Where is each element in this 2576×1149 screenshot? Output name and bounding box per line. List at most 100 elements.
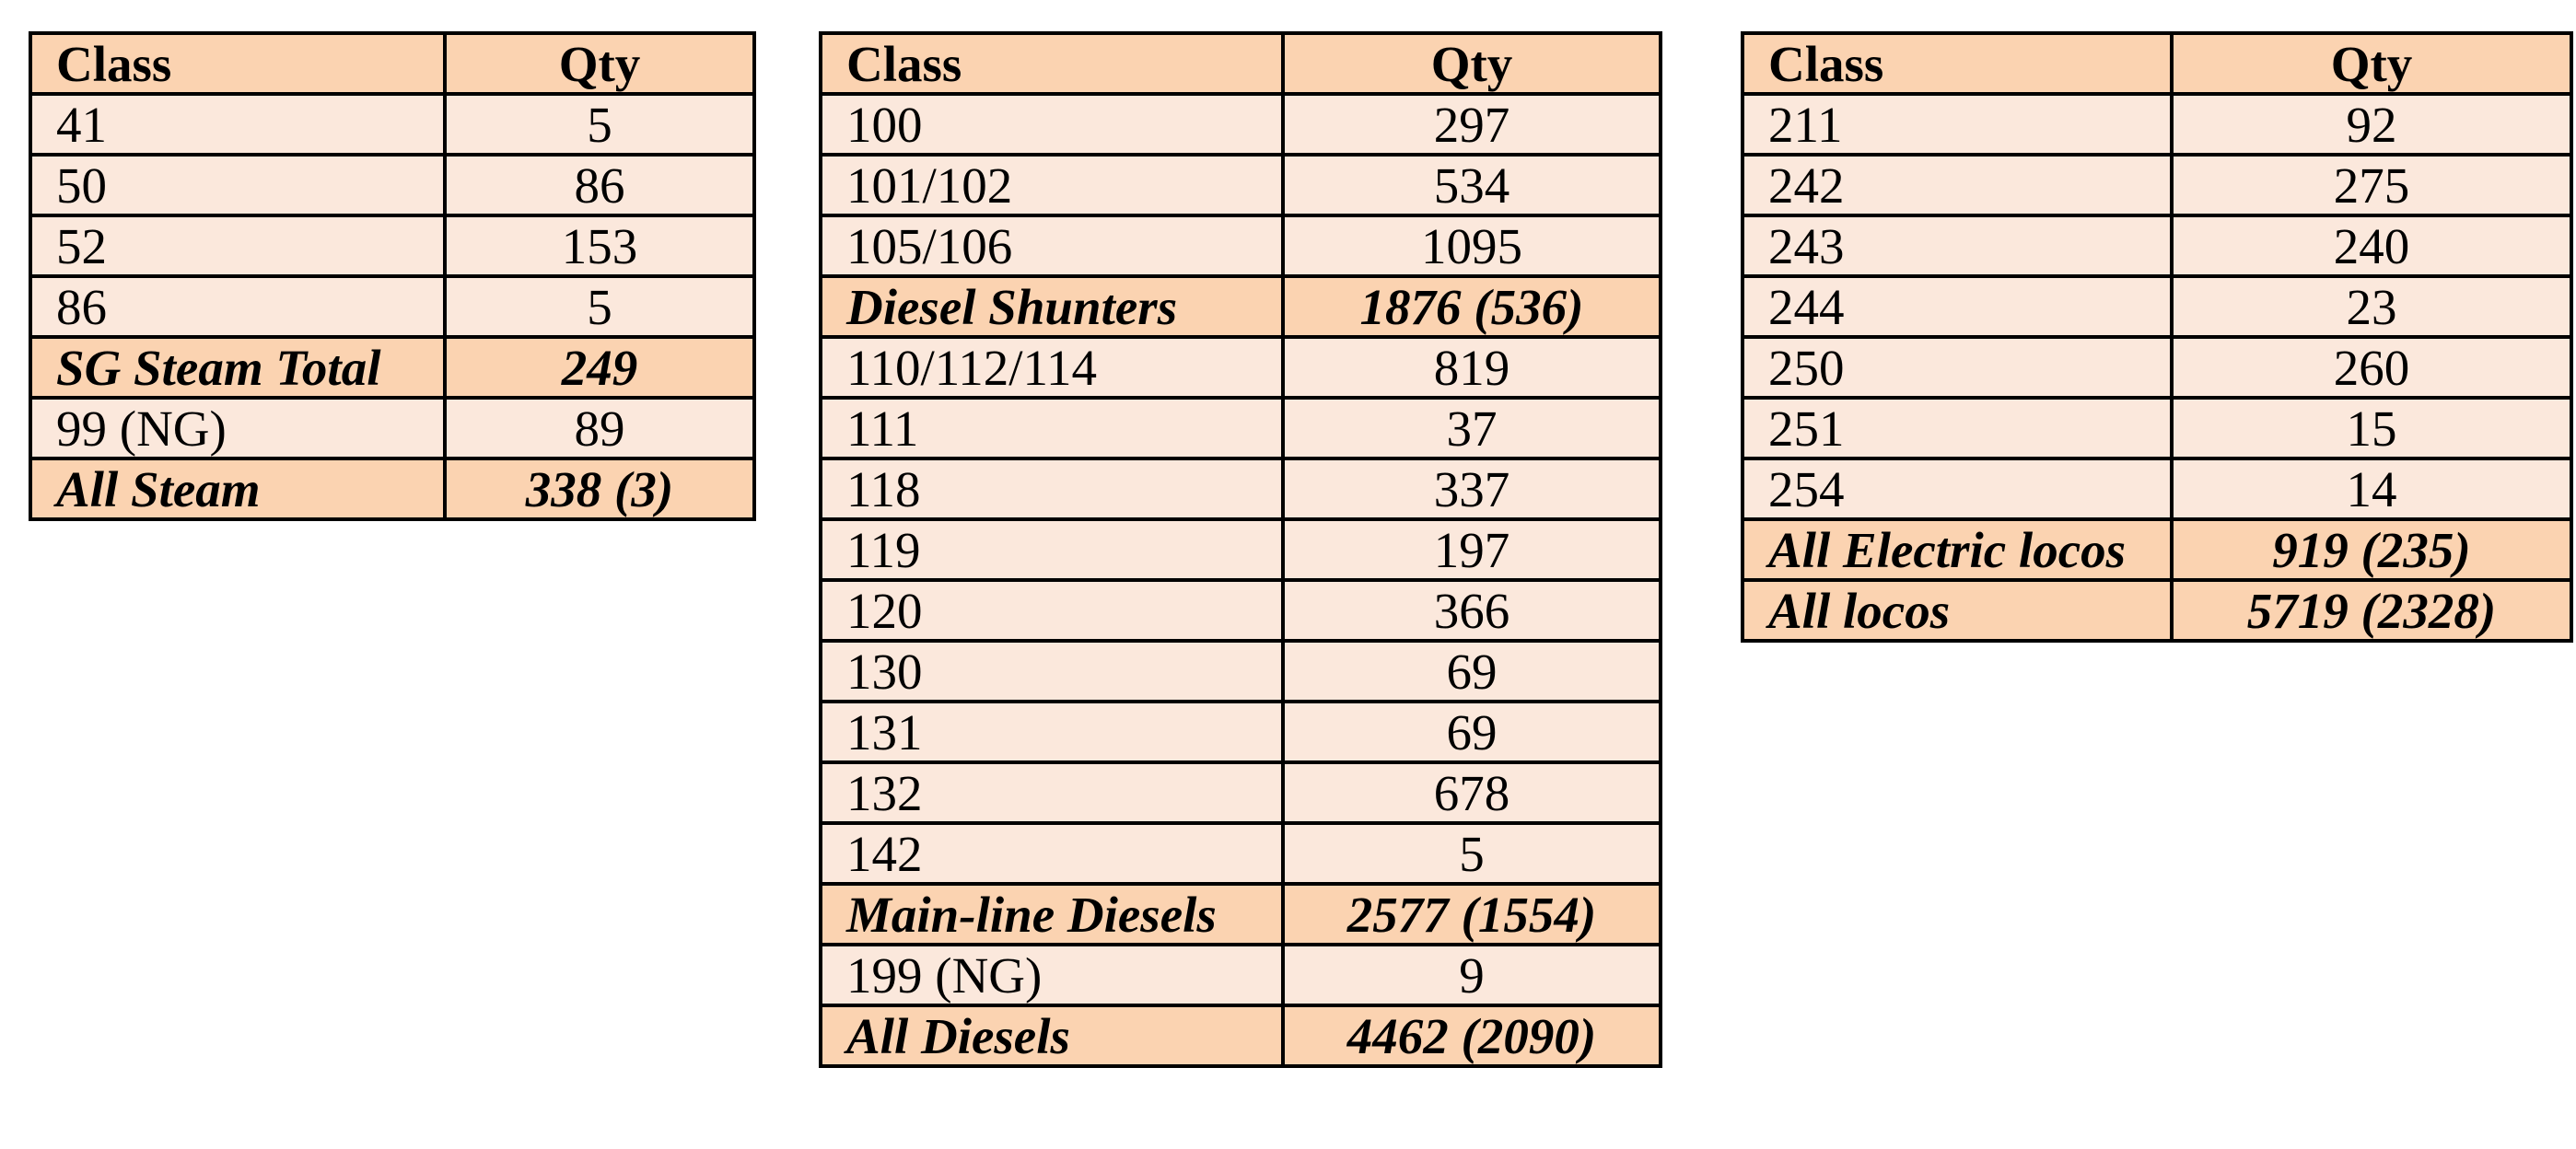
class-cell: 99 (NG)	[29, 396, 447, 460]
diesel-table: Class Qty 100 297 101/102 534 105/106 1095 Diese…	[819, 31, 1662, 1068]
class-cell: 254	[1741, 457, 2174, 521]
class-cell: 131	[819, 700, 1285, 764]
qty-cell: 1876 (536)	[1281, 274, 1662, 339]
qty-cell: 14	[2170, 457, 2573, 521]
qty-cell: 89	[443, 396, 756, 460]
column-header-class: Class	[29, 31, 447, 96]
qty-cell: 9	[1281, 943, 1662, 1007]
table-row: 250 260	[1741, 335, 2573, 400]
qty-cell: 240	[2170, 214, 2573, 278]
total-row: All locos 5719 (2328)	[1741, 578, 2573, 643]
class-cell: All locos	[1741, 578, 2174, 643]
table-row: 111 37	[819, 396, 1662, 460]
table-row: 142 5	[819, 821, 1662, 886]
class-cell: 250	[1741, 335, 2174, 400]
qty-cell: 69	[1281, 700, 1662, 764]
class-cell: 142	[819, 821, 1285, 886]
class-cell: Main-line Diesels	[819, 882, 1285, 946]
electric-table: Class Qty 211 92 242 275 243 240 244 23 250 260 251 1…	[1741, 31, 2573, 643]
header-row: Class Qty	[29, 31, 756, 96]
class-cell: 111	[819, 396, 1285, 460]
table-row: 199 (NG) 9	[819, 943, 1662, 1007]
total-row: SG Steam Total 249	[29, 335, 756, 400]
qty-cell: 15	[2170, 396, 2573, 460]
total-row: Diesel Shunters 1876 (536)	[819, 274, 1662, 339]
class-cell: 243	[1741, 214, 2174, 278]
total-row: All Diesels 4462 (2090)	[819, 1004, 1662, 1068]
qty-cell: 249	[443, 335, 756, 400]
column-header-class: Class	[1741, 31, 2174, 96]
qty-cell: 337	[1281, 457, 1662, 521]
table-row: 131 69	[819, 700, 1662, 764]
qty-cell: 1095	[1281, 214, 1662, 278]
qty-cell: 919 (235)	[2170, 517, 2573, 582]
class-cell: All Electric locos	[1741, 517, 2174, 582]
steam-table: Class Qty 41 5 50 86 52 153 86 5 SG Steam Total 249…	[29, 31, 756, 521]
qty-cell: 197	[1281, 517, 1662, 582]
class-cell: 105/106	[819, 214, 1285, 278]
table-row: 52 153	[29, 214, 756, 278]
class-cell: 110/112/114	[819, 335, 1285, 400]
total-row: All Electric locos 919 (235)	[1741, 517, 2573, 582]
class-cell: Diesel Shunters	[819, 274, 1285, 339]
class-cell: 211	[1741, 92, 2174, 157]
qty-cell: 92	[2170, 92, 2573, 157]
qty-cell: 366	[1281, 578, 1662, 643]
table-row: 132 678	[819, 760, 1662, 825]
table-row: 254 14	[1741, 457, 2573, 521]
class-cell: All Steam	[29, 457, 447, 521]
qty-cell: 260	[2170, 335, 2573, 400]
table-row: 41 5	[29, 92, 756, 157]
class-cell: 120	[819, 578, 1285, 643]
table-row: 130 69	[819, 639, 1662, 703]
table-row: 101/102 534	[819, 153, 1662, 217]
table-row: 105/106 1095	[819, 214, 1662, 278]
total-row: All Steam 338 (3)	[29, 457, 756, 521]
column-header-qty: Qty	[2170, 31, 2573, 96]
table-row: 118 337	[819, 457, 1662, 521]
header-row: Class Qty	[1741, 31, 2573, 96]
qty-cell: 297	[1281, 92, 1662, 157]
table-row: 244 23	[1741, 274, 2573, 339]
class-cell: 119	[819, 517, 1285, 582]
qty-cell: 534	[1281, 153, 1662, 217]
qty-cell: 5	[443, 274, 756, 339]
table-row: 242 275	[1741, 153, 2573, 217]
table-row: 99 (NG) 89	[29, 396, 756, 460]
table-row: 86 5	[29, 274, 756, 339]
class-cell: 242	[1741, 153, 2174, 217]
table-row: 243 240	[1741, 214, 2573, 278]
qty-cell: 86	[443, 153, 756, 217]
qty-cell: 338 (3)	[443, 457, 756, 521]
table-row: 110/112/114 819	[819, 335, 1662, 400]
table-row: 119 197	[819, 517, 1662, 582]
column-header-qty: Qty	[443, 31, 756, 96]
table-row: 211 92	[1741, 92, 2573, 157]
total-row: Main-line Diesels 2577 (1554)	[819, 882, 1662, 946]
class-cell: 130	[819, 639, 1285, 703]
class-cell: 132	[819, 760, 1285, 825]
class-cell: 118	[819, 457, 1285, 521]
column-header-class: Class	[819, 31, 1285, 96]
qty-cell: 275	[2170, 153, 2573, 217]
table-row: 100 297	[819, 92, 1662, 157]
class-cell: All Diesels	[819, 1004, 1285, 1068]
class-cell: 100	[819, 92, 1285, 157]
class-cell: 251	[1741, 396, 2174, 460]
class-cell: 41	[29, 92, 447, 157]
qty-cell: 69	[1281, 639, 1662, 703]
class-cell: 199 (NG)	[819, 943, 1285, 1007]
class-cell: 86	[29, 274, 447, 339]
qty-cell: 5	[443, 92, 756, 157]
class-cell: 50	[29, 153, 447, 217]
qty-cell: 4462 (2090)	[1281, 1004, 1662, 1068]
qty-cell: 5719 (2328)	[2170, 578, 2573, 643]
qty-cell: 819	[1281, 335, 1662, 400]
qty-cell: 5	[1281, 821, 1662, 886]
class-cell: 101/102	[819, 153, 1285, 217]
qty-cell: 2577 (1554)	[1281, 882, 1662, 946]
column-header-qty: Qty	[1281, 31, 1662, 96]
table-row: 251 15	[1741, 396, 2573, 460]
qty-cell: 678	[1281, 760, 1662, 825]
